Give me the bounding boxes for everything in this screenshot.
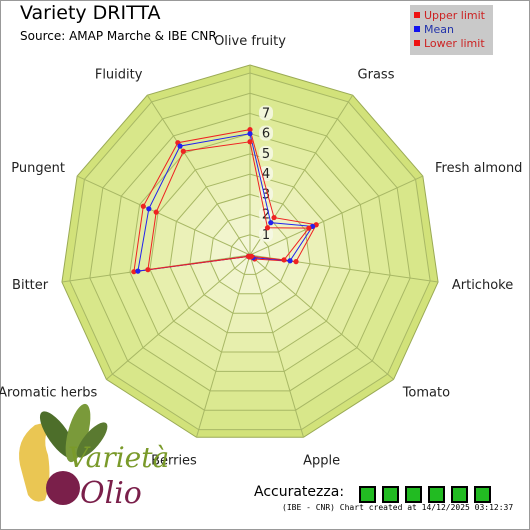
series-point-1 (135, 268, 141, 274)
axis-label: Olive fruity (214, 34, 286, 49)
radar-spoke (249, 254, 394, 380)
series-point-0 (131, 269, 137, 275)
series-point-0 (271, 214, 277, 221)
radar-spoke (249, 254, 305, 438)
series-point-1 (146, 206, 152, 212)
axis-label: Fresh almond (435, 161, 522, 176)
legend-label-lower: Lower limit (424, 36, 485, 50)
series-point-1 (268, 220, 274, 226)
legend-item-lower: Lower limit (414, 36, 485, 50)
axis-label: Apple (303, 453, 340, 468)
accuracy-box (474, 486, 491, 503)
accuracy-box (428, 486, 445, 503)
chart-subtitle: Source: AMAP Marche & IBE CNR (20, 29, 217, 43)
tick-label-bg (259, 105, 273, 121)
axis-label: Aromatic herbs (0, 386, 98, 401)
axis-label: Pungent (11, 161, 65, 176)
axis-label: Fluidity (95, 67, 143, 82)
accuracy-box (382, 486, 399, 503)
accuracy-box (451, 486, 468, 503)
footer-credit: (IBE - CNR) Chart created at 14/12/2025 … (282, 503, 514, 512)
varieta-olio-logo: Varietà Olio (19, 403, 169, 511)
tick-label: 6 (262, 127, 270, 142)
tick-label: 7 (262, 106, 270, 121)
series-point-0 (140, 203, 146, 209)
tick-label: 1 (262, 228, 270, 243)
accuracy-label: Accuratezza: (254, 484, 345, 500)
legend-swatch-mean (414, 26, 420, 32)
legend-swatch-lower (414, 40, 420, 46)
radar-spoke (106, 254, 251, 380)
axis-label: Tomato (402, 386, 450, 401)
series-point-2 (264, 225, 271, 231)
axis-label: Berries (151, 453, 197, 468)
tick-label-bg (259, 166, 273, 182)
axis-label: Bitter (12, 278, 49, 293)
series-point-0 (293, 259, 299, 265)
series-point-2 (245, 253, 252, 259)
tick-label-bg (259, 186, 273, 202)
series-point-0 (247, 127, 253, 133)
tick-label: 4 (262, 167, 270, 182)
axis-label: Artichoke (452, 278, 513, 293)
series-point-2 (281, 257, 287, 263)
tick-label-bg (259, 226, 273, 242)
legend-item-upper: Upper limit (414, 8, 485, 22)
tick-label: 3 (262, 187, 270, 202)
chart-title: Variety DRITTA (20, 2, 161, 24)
series-point-2 (306, 225, 312, 231)
accuracy-box (405, 486, 422, 503)
logo-text-olio: Olio (80, 476, 142, 511)
tick-label-bg (259, 125, 273, 141)
axis-label: Grass (358, 67, 395, 82)
radar-spoke (146, 94, 251, 256)
series-point-2 (180, 148, 186, 154)
series-point-2 (247, 139, 253, 145)
series-point-1 (287, 258, 293, 264)
legend-label-mean: Mean (424, 22, 454, 36)
legend-item-mean: Mean (414, 22, 454, 36)
radar-spoke (249, 175, 424, 256)
radar-spoke (76, 175, 251, 256)
series-point-1 (247, 131, 253, 137)
series-point-1 (177, 143, 183, 149)
tick-label-bg (259, 145, 273, 161)
accuracy-box (359, 486, 376, 503)
legend: Upper limit Mean Lower limit (410, 5, 493, 55)
tick-label: 2 (262, 208, 270, 223)
tick-label: 5 (262, 147, 270, 162)
series-point-2 (145, 267, 151, 273)
radar-spoke (195, 254, 251, 438)
legend-swatch-upper (414, 12, 420, 18)
logo-text-varieta: Varietà (68, 441, 169, 474)
series-point-2 (153, 209, 159, 215)
legend-label-upper: Upper limit (424, 8, 485, 22)
